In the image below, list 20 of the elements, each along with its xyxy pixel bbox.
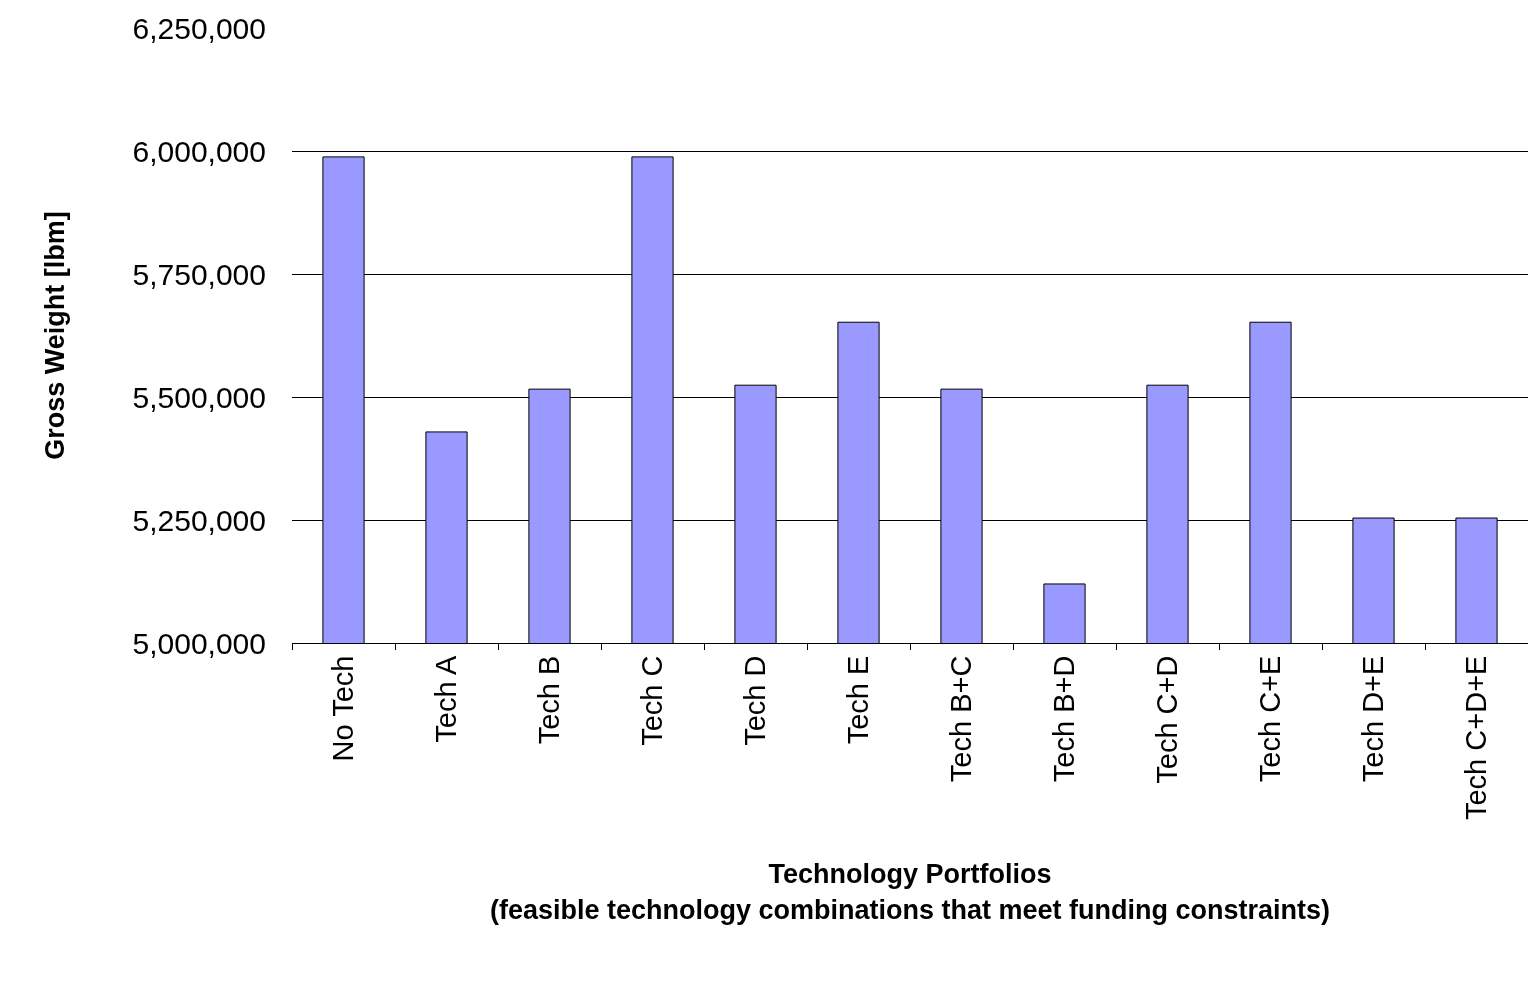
- x-tick-label: Tech D: [738, 655, 771, 746]
- y-tick-label: 6,000,000: [132, 134, 266, 168]
- x-tick-label: Tech C: [635, 655, 668, 746]
- y-tick-label: 6,250,000: [132, 11, 266, 45]
- x-tick-label: Tech D+E: [1356, 655, 1389, 783]
- x-tick-label: Tech C+D+E: [1459, 655, 1492, 821]
- x-tick-label: Tech B+C: [944, 655, 977, 783]
- x-tick-label: Tech E: [841, 655, 874, 745]
- y-tick-label: 5,500,000: [132, 380, 266, 414]
- y-tick-label: 5,750,000: [132, 257, 266, 291]
- x-tick-label: Tech C+E: [1253, 655, 1286, 783]
- x-tick-label: Tech B+D: [1047, 655, 1080, 783]
- y-tick-label: 5,250,000: [132, 503, 266, 537]
- x-axis-title: Technology Portfolios (feasible technology combinations that meet funding constraints): [489, 859, 1331, 925]
- y-axis-title: Gross Weight [lbm]: [39, 211, 70, 460]
- x-tick-label: Tech C+D: [1150, 655, 1183, 784]
- y-tick-label: 5,000,000: [132, 626, 266, 660]
- x-tick-label: No Tech: [326, 655, 359, 762]
- x-tick-label: Tech B: [532, 655, 565, 745]
- x-tick-label: Tech A: [429, 654, 462, 743]
